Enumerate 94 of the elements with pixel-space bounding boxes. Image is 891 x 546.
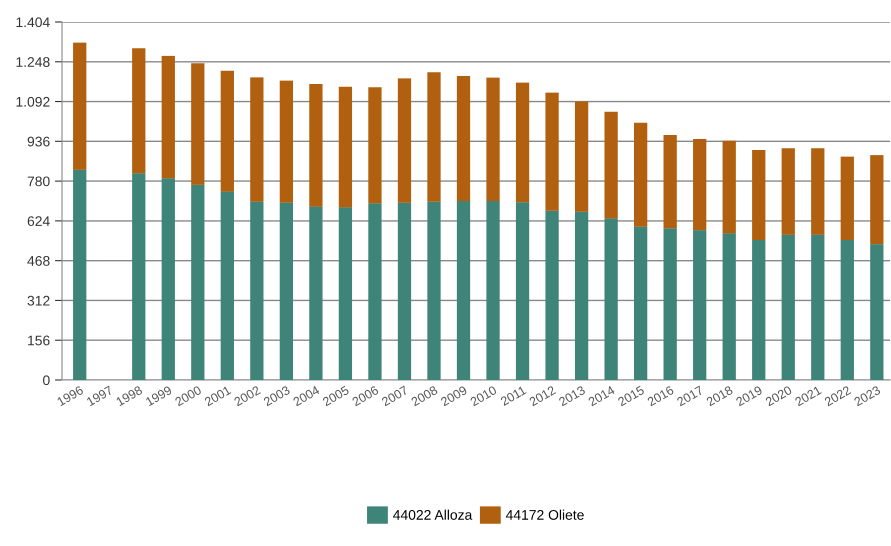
bar [132, 173, 146, 380]
bar [574, 212, 588, 380]
x-tick-label: 2001 [204, 385, 232, 406]
bar [73, 170, 86, 380]
bar [456, 76, 470, 201]
bar [545, 210, 559, 380]
bar [398, 78, 412, 203]
x-tick-label: 1998 [116, 385, 143, 406]
bar [722, 140, 736, 234]
bar [338, 86, 352, 208]
x-tick-label: 2022 [824, 385, 852, 406]
bar [132, 48, 146, 174]
bar [191, 184, 204, 380]
bar [604, 112, 618, 218]
x-tick-label: 2007 [381, 385, 409, 406]
y-tick-label: 468 [27, 256, 50, 266]
x-tick-label: 2005 [322, 385, 350, 406]
bar [870, 244, 884, 380]
bar [280, 80, 294, 203]
y-tick-label: 1.248 [16, 57, 50, 67]
bar [162, 178, 175, 380]
x-tick-label: 1996 [56, 385, 84, 406]
legend-label: 44172 Oliete [506, 510, 584, 520]
bar [309, 84, 323, 207]
y-tick-label: 1.404 [16, 17, 50, 28]
bar [250, 77, 264, 202]
x-tick-label: 2008 [410, 385, 438, 406]
bar [722, 233, 736, 380]
x-tick-label: 2000 [174, 385, 202, 406]
x-tick-label: 2006 [352, 385, 380, 406]
y-tick-label: 624 [28, 216, 50, 226]
bar [782, 148, 795, 235]
bar [368, 87, 382, 204]
x-tick-label: 2020 [764, 385, 792, 406]
bar [486, 78, 500, 201]
y-tick-label: 156 [28, 336, 50, 346]
bar [664, 228, 677, 380]
x-tick-label: 2014 [588, 385, 616, 406]
bar [309, 206, 323, 380]
bar [604, 218, 618, 380]
x-tick-label: 1997 [86, 385, 114, 406]
bar [73, 42, 86, 170]
y-tick-label: 312 [28, 296, 50, 306]
x-tick-label: 2016 [646, 385, 674, 406]
bar [456, 201, 470, 380]
bar [427, 72, 441, 202]
bar [840, 156, 854, 240]
x-tick-label: 2018 [706, 385, 734, 406]
bar [220, 192, 234, 380]
bar [811, 234, 824, 380]
bar [752, 150, 766, 240]
bar [338, 207, 352, 380]
x-tick-label: 2009 [440, 385, 468, 406]
bar [664, 134, 677, 228]
bar [752, 240, 766, 380]
x-tick-label: 2011 [500, 385, 527, 406]
x-tick-label: 2021 [794, 385, 822, 406]
y-tick-label: 0 [43, 375, 50, 386]
bar [280, 202, 294, 380]
bar [840, 240, 854, 380]
x-tick-label: 2004 [292, 385, 320, 406]
x-tick-label: 2017 [676, 385, 704, 406]
bar [427, 202, 441, 380]
x-tick-label: 1999 [145, 385, 172, 406]
x-tick-label: 2015 [617, 385, 645, 406]
bar [516, 202, 530, 380]
x-tick-label: 2012 [528, 385, 556, 406]
bar [516, 82, 530, 202]
bar [693, 230, 706, 380]
y-tick-label: 936 [28, 136, 50, 147]
bar [162, 56, 175, 178]
legend-label: 44022 Alloza [393, 510, 472, 520]
bar [545, 92, 559, 211]
y-tick-label: 1.092 [16, 96, 50, 107]
bar [634, 122, 648, 227]
x-tick-label: 2013 [558, 385, 586, 406]
bar [398, 202, 412, 380]
bar [693, 139, 706, 230]
bar [220, 70, 234, 192]
bar [191, 63, 204, 185]
bar [811, 148, 824, 235]
bar [574, 102, 588, 212]
bar [870, 155, 884, 244]
bar [368, 203, 382, 380]
x-tick-label: 2002 [233, 385, 261, 406]
y-tick-label: 780 [28, 176, 50, 186]
x-tick-label: 2019 [735, 385, 763, 406]
x-tick-label: 2010 [470, 385, 498, 406]
x-tick-label: 2003 [263, 385, 290, 406]
bar [486, 201, 500, 380]
bar [634, 226, 648, 380]
x-tick-label: 2023 [853, 385, 881, 406]
bar [782, 234, 795, 380]
bar [250, 202, 264, 380]
